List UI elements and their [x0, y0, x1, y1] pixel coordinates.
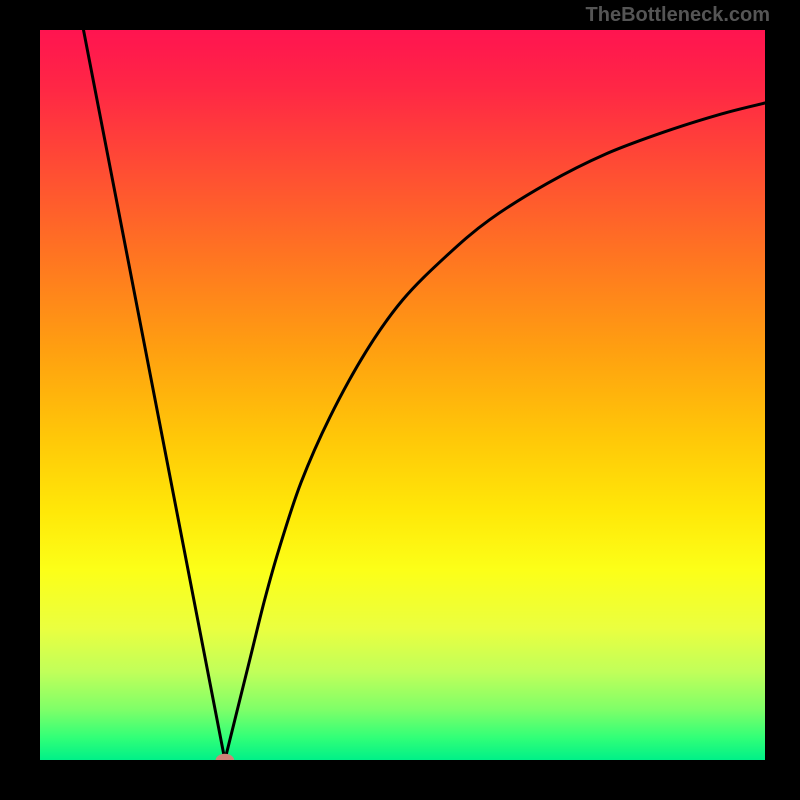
curve-layer — [40, 30, 765, 760]
attribution-text: TheBottleneck.com — [586, 4, 770, 27]
chart-container: TheBottleneck.com — [0, 0, 800, 800]
minimum-marker — [216, 754, 234, 760]
plot-area — [40, 30, 765, 760]
right-branch — [225, 103, 765, 760]
left-branch — [84, 30, 225, 760]
